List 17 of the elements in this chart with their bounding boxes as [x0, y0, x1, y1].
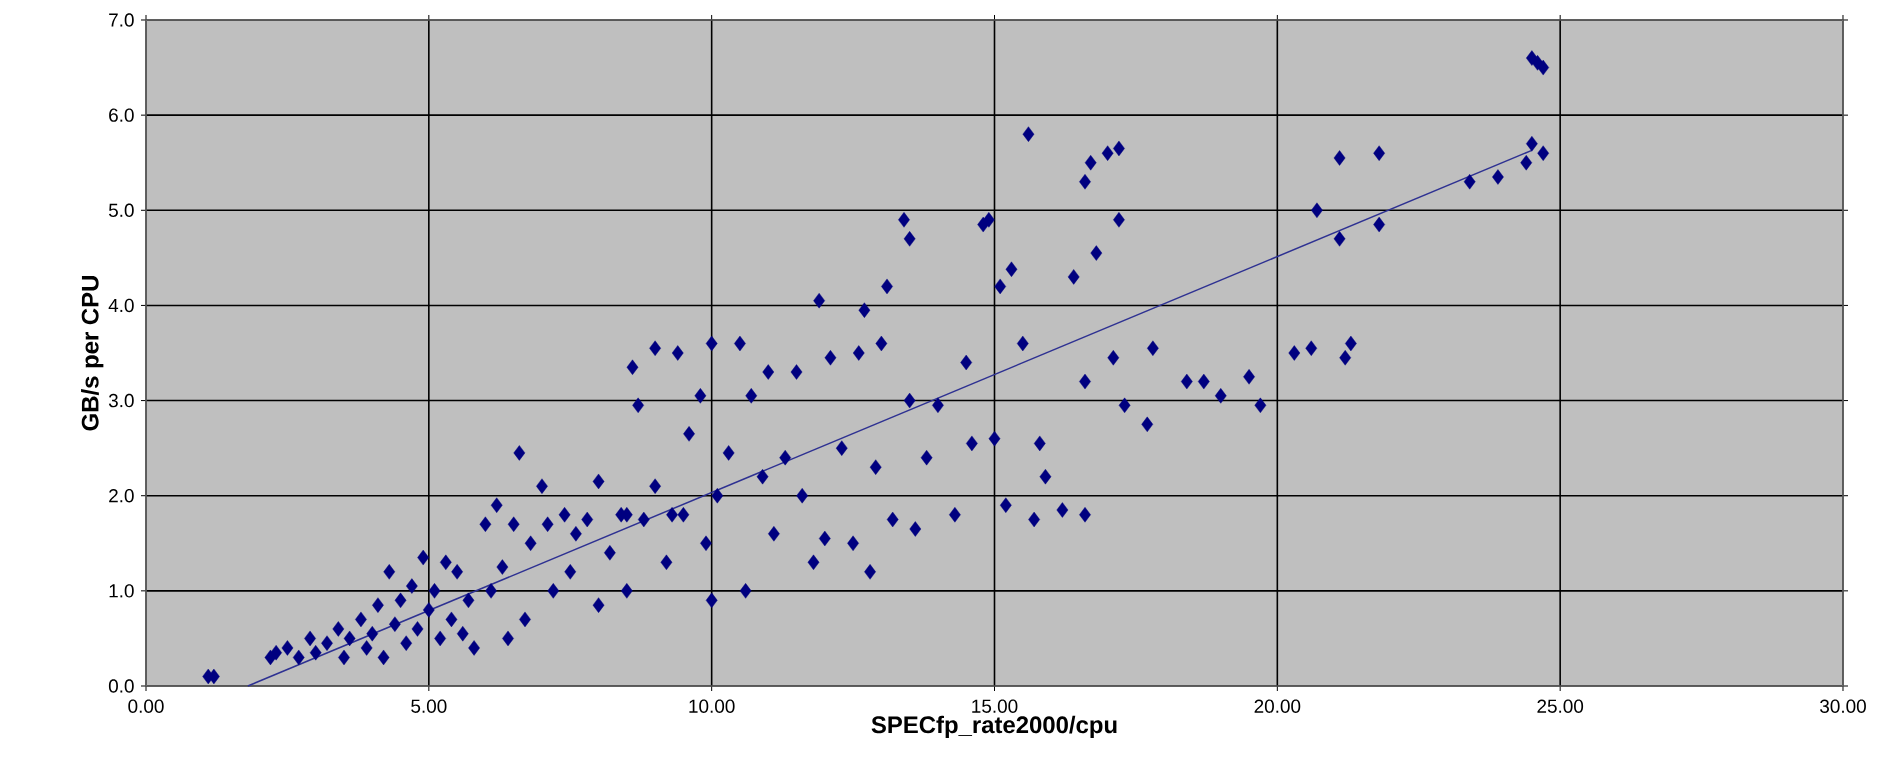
x-tick-label: 30.00 — [1820, 699, 1866, 713]
y-tick-label: 4.0 — [108, 298, 134, 313]
y-tick-label: 1.0 — [109, 584, 134, 598]
x-tick-label: 25.00 — [1537, 699, 1584, 713]
x-tick-label: 20.00 — [1254, 699, 1301, 713]
y-tick-label: 7.0 — [109, 13, 134, 27]
y-tick-label: 2.0 — [109, 489, 134, 503]
x-tick-label: 15.00 — [972, 699, 1018, 713]
x-tick-label: 0.00 — [128, 699, 164, 713]
x-tick-label: 10.00 — [689, 699, 735, 713]
x-axis-title: SPECfp_rate2000/cpu — [871, 715, 1117, 739]
y-tick-label: 0.0 — [108, 679, 134, 693]
y-tick-label: 6.0 — [109, 108, 134, 122]
y-axis-title: GB/s per CPU — [81, 276, 104, 431]
y-tick-label: 3.0 — [108, 393, 134, 408]
x-tick-label: 5.00 — [411, 699, 447, 713]
y-tick-label: 5.0 — [108, 203, 134, 217]
